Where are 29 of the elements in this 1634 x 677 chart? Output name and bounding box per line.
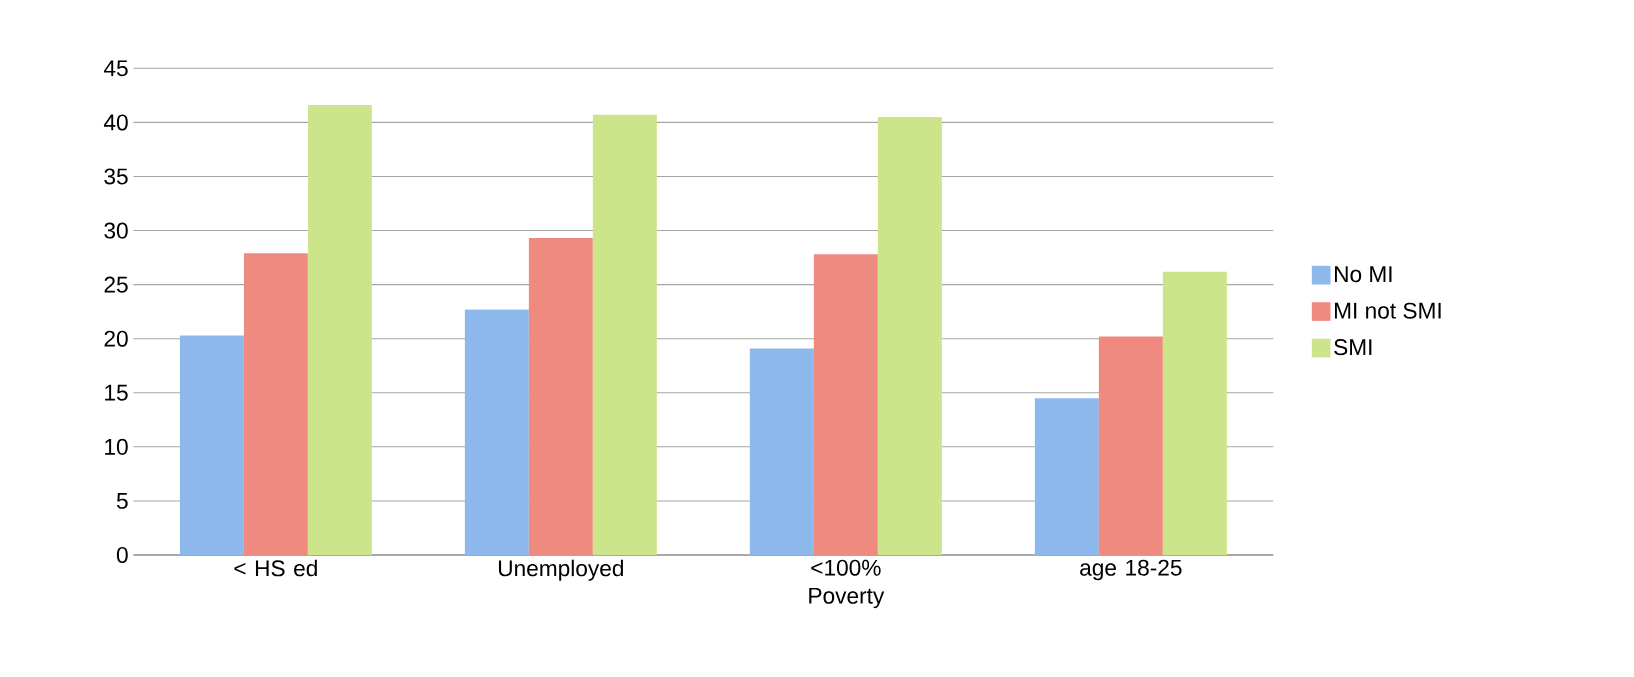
- bar: [528, 238, 593, 555]
- bar: [464, 309, 529, 555]
- y-tick-label: 40: [103, 114, 128, 131]
- legend-label: SMI: [1334, 339, 1372, 356]
- x-tick-label: Unemployed: [498, 559, 623, 581]
- x-tick-label: <100% Poverty: [809, 559, 885, 609]
- legend-label: MI not SMI: [1335, 302, 1441, 319]
- x-tick-label: < HS ed: [234, 559, 317, 577]
- bar: [1098, 336, 1163, 555]
- bar: [307, 105, 372, 555]
- y-tick-label: 35: [104, 168, 128, 185]
- bar: [243, 253, 308, 555]
- y-tick-label: 30: [104, 222, 128, 239]
- bar: [813, 254, 878, 555]
- legend-label: No MI: [1335, 266, 1392, 283]
- bar: [1034, 398, 1099, 555]
- y-tick-label: 0: [116, 546, 128, 564]
- y-tick-label: 10: [105, 438, 128, 455]
- y-tick-label: 15: [105, 384, 128, 401]
- bar: [1162, 271, 1227, 555]
- bar: [179, 335, 244, 555]
- bar: [877, 117, 942, 555]
- y-tick-label: 25: [104, 276, 128, 293]
- y-tick-label: 20: [104, 330, 128, 347]
- x-tick-label: age 18-25: [1080, 559, 1182, 581]
- y-tick-label: 5: [116, 493, 128, 509]
- bar: [749, 348, 814, 555]
- bar: [592, 114, 657, 555]
- y-tick-label: 45: [103, 60, 128, 77]
